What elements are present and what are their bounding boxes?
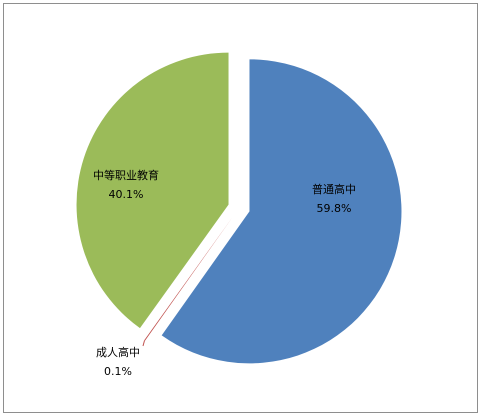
slice-label-value-0: 59.8% xyxy=(317,202,352,215)
slice-label-name-0: 普通高中 xyxy=(312,182,356,196)
pie-slice-1 xyxy=(144,216,233,342)
slice-label-value-1: 0.1% xyxy=(104,365,132,378)
slice-label-value-2: 40.1% xyxy=(109,188,144,201)
leader-lines xyxy=(142,340,145,347)
slice-label-name-2: 中等职业教育 xyxy=(93,168,159,182)
pie-slice-2 xyxy=(76,52,229,329)
pie-slices xyxy=(76,52,402,364)
slice-label-name-1: 成人高中 xyxy=(96,345,140,359)
pie-slice-0 xyxy=(161,59,402,364)
leader-line-1 xyxy=(142,340,145,347)
